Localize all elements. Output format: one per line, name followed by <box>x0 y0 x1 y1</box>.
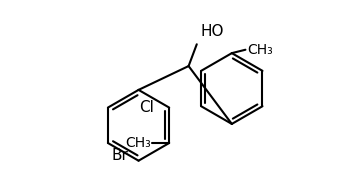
Text: HO: HO <box>200 24 224 39</box>
Text: Cl: Cl <box>139 100 154 115</box>
Text: CH₃: CH₃ <box>247 43 272 57</box>
Text: Br: Br <box>111 148 128 163</box>
Text: CH₃: CH₃ <box>125 136 151 150</box>
